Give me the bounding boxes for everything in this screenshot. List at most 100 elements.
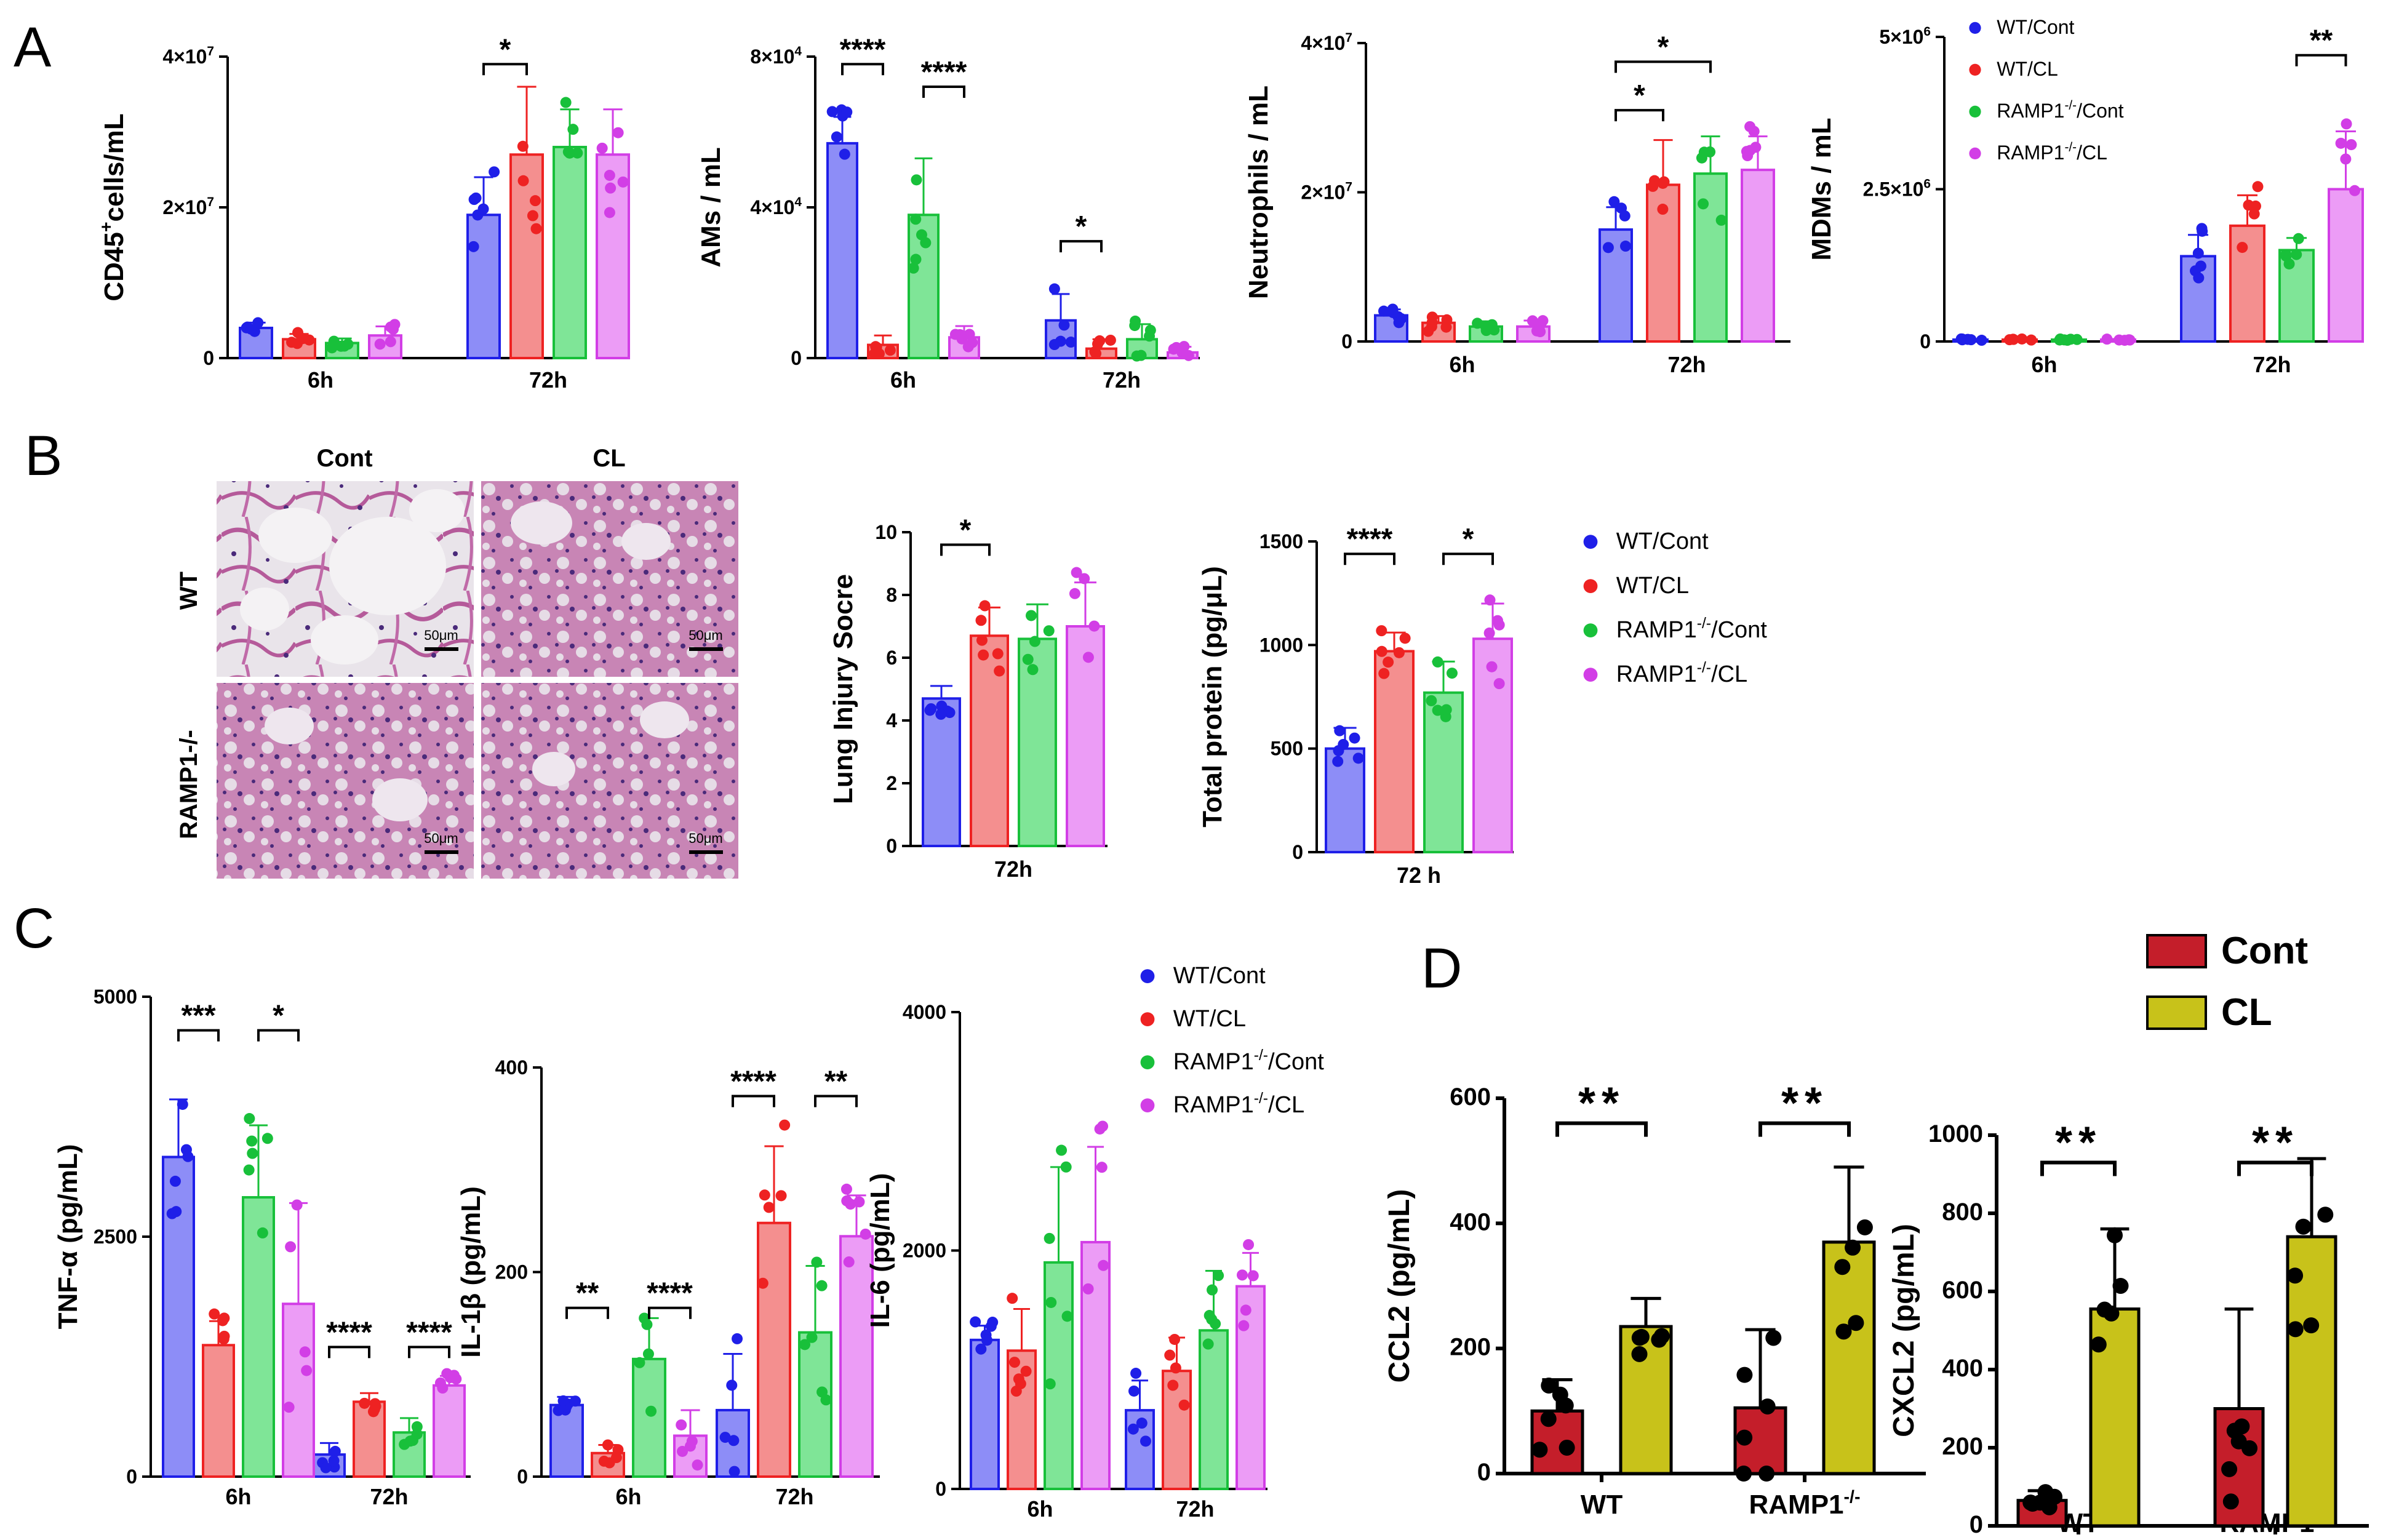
bar <box>2286 1235 2337 1528</box>
data-point <box>1493 619 1505 631</box>
significance-label: **** <box>326 1316 372 1349</box>
data-point <box>1378 305 1390 317</box>
data-point <box>1744 121 1756 132</box>
legend-marker <box>1583 535 1598 549</box>
data-point <box>1213 1270 1224 1282</box>
y-axis-title: Total protein (pg/μL) <box>1197 566 1227 827</box>
data-point <box>1007 1293 1018 1304</box>
category-label: 6h <box>1027 1496 1053 1522</box>
data-point <box>1170 1362 1181 1374</box>
bar <box>1741 169 1775 343</box>
data-point <box>806 1331 818 1343</box>
significance-bracket <box>814 1095 858 1107</box>
data-point <box>944 707 956 719</box>
data-point <box>1540 1411 1557 1427</box>
legend-marker <box>1583 623 1598 637</box>
data-point <box>970 1316 981 1328</box>
category-label: 72h <box>1176 1496 1214 1522</box>
data-point <box>326 342 338 354</box>
bar <box>466 213 501 359</box>
scale-bar-label-wt-cl: 50μm <box>689 628 722 643</box>
data-point <box>686 1435 698 1447</box>
data-point <box>286 337 298 348</box>
category-label: 6h <box>615 1484 641 1509</box>
significance-label: ** <box>1781 1079 1828 1128</box>
data-point <box>845 1199 856 1210</box>
data-point <box>411 1428 423 1440</box>
significance-label: **** <box>840 33 886 66</box>
significance-label: **** <box>921 56 967 89</box>
bar <box>553 146 587 359</box>
y-tick-label: 600 <box>1450 1083 1491 1111</box>
significance-label: * <box>500 33 511 66</box>
significance-label: *** <box>181 1000 215 1032</box>
legend-label: RAMP1-/-/CL <box>1616 660 1747 687</box>
y-tick-label: 0 <box>1292 841 1303 863</box>
significance-label: ** <box>576 1277 599 1310</box>
data-point <box>1203 1310 1215 1322</box>
data-point <box>1169 1333 1181 1345</box>
data-point <box>692 1459 703 1471</box>
data-point <box>605 182 617 194</box>
data-point <box>604 1457 615 1469</box>
chart-neutrophils: 0 2×107 4×107 Neutrophils / mL 6h 72h * * <box>1243 31 1790 377</box>
data-point <box>283 1402 295 1413</box>
bar <box>757 1221 791 1478</box>
data-point <box>335 340 347 352</box>
data-point <box>1098 1259 1109 1271</box>
data-point <box>2317 1207 2334 1223</box>
scale-bar-label-ramp1-cl: 50μm <box>689 831 722 846</box>
significance-label: **** <box>730 1066 776 1098</box>
y-tick-label: 500 <box>1271 738 1303 760</box>
significance-bracket <box>2237 1160 2313 1176</box>
micro-row-label-wt: WT <box>175 572 202 610</box>
legend-label: CL <box>2221 991 2272 1034</box>
data-point <box>1183 349 1194 361</box>
legend-marker <box>1583 579 1598 593</box>
data-point <box>728 1466 740 1477</box>
data-point <box>732 1333 743 1344</box>
bar <box>509 153 544 359</box>
category-label: 72h <box>1667 352 1706 377</box>
bar <box>1374 650 1415 854</box>
data-point <box>978 649 989 661</box>
data-point <box>979 600 991 612</box>
legend-marker <box>1140 1055 1155 1069</box>
data-point <box>728 1435 740 1446</box>
y-tick-label: 4×107 <box>1301 31 1352 54</box>
bar <box>282 1303 315 1478</box>
data-point <box>517 140 529 152</box>
y-tick-label: 4 <box>886 709 897 732</box>
y-axis-title: CXCL2 (pg/mL) <box>1888 1224 1920 1437</box>
legend-label: RAMP1-/-/Cont <box>1173 1047 1325 1075</box>
data-point <box>2016 333 2028 345</box>
data-point <box>217 1315 228 1327</box>
chart-mdms: 0 2.5×106 5×106 MDMs / mL 6h 72h ** <box>1806 25 2364 377</box>
data-point <box>434 1377 446 1389</box>
data-point <box>981 1335 993 1346</box>
data-point <box>910 253 922 265</box>
data-point <box>1657 177 1669 189</box>
legend-marker <box>1969 147 1981 159</box>
data-point <box>1527 315 1538 327</box>
data-point <box>257 1227 268 1239</box>
bar <box>2229 224 2265 343</box>
y-tick-label: 4000 <box>903 1001 946 1023</box>
data-point <box>170 1206 182 1218</box>
y-axis-title: AMs / mL <box>696 147 726 268</box>
legend-b: WT/Cont WT/CL RAMP1-/-/Cont RAMP1-/-/CL <box>1583 529 1767 687</box>
data-point <box>2287 1267 2304 1284</box>
data-point <box>2041 1499 2058 1515</box>
y-tick-label: 2×107 <box>1301 180 1352 204</box>
data-point <box>1015 1378 1026 1390</box>
data-point <box>1848 1315 1864 1331</box>
data-point <box>1834 1259 1851 1275</box>
panel-letter-c: C <box>14 897 54 960</box>
data-point <box>1136 1418 1148 1429</box>
y-axis-title: Lung Injury Socre <box>828 574 858 804</box>
significance-bracket <box>940 543 991 556</box>
data-point <box>385 321 397 333</box>
data-point <box>359 1397 370 1409</box>
significance-label: * <box>1076 210 1087 243</box>
